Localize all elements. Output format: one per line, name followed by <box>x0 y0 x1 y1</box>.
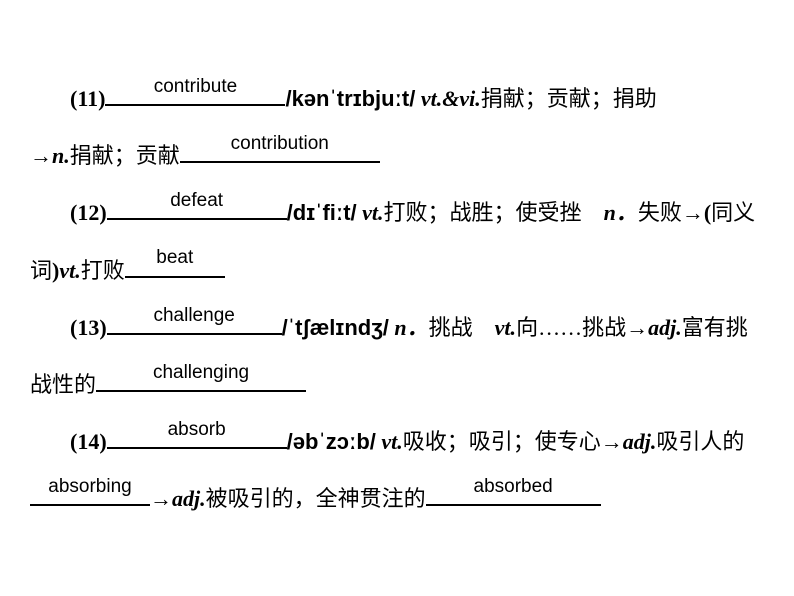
definition: 捐献；贡献 <box>70 143 180 168</box>
definition: 挑战 <box>429 315 495 340</box>
arrow: → <box>30 143 52 168</box>
pos: adj. <box>623 429 657 454</box>
pos: vt. <box>381 429 402 454</box>
answer: challenging <box>153 348 249 397</box>
blank: absorb <box>107 423 287 449</box>
blank: defeat <box>107 194 287 220</box>
pos: n． <box>394 315 428 340</box>
pos: n. <box>52 143 70 168</box>
definition: 吸收；吸引；使专心 <box>403 429 601 454</box>
entry-12: (12)defeat/dɪˈfiːt/ vt.打败；战胜；使受挫 n．失败→(同… <box>30 184 764 298</box>
arrow: → <box>626 315 648 340</box>
answer: absorbing <box>48 462 131 511</box>
entry-number: (11) <box>70 86 105 111</box>
pos: vt. <box>362 200 383 225</box>
entry-number: (14) <box>70 429 107 454</box>
pos: adj. <box>648 315 682 340</box>
pos: vt. <box>59 258 80 283</box>
blank: absorbing <box>30 480 150 506</box>
answer: absorb <box>168 405 226 454</box>
blank: contribute <box>105 80 285 106</box>
definition: 打败 <box>81 258 125 283</box>
answer: challenge <box>153 291 234 340</box>
blank: beat <box>125 251 225 277</box>
entry-number: (13) <box>70 315 107 340</box>
blank: contribution <box>180 137 380 163</box>
entry-14: (14)absorb/əbˈzɔːb/ vt.吸收；吸引；使专心→adj.吸引人… <box>30 413 764 527</box>
definition: 捐献；贡献；捐助 <box>481 86 657 111</box>
answer: contribute <box>154 62 237 111</box>
document-page: (11)contribute/kənˈtrɪbjuːt/ vt.&vi.捐献；贡… <box>0 0 794 528</box>
pos: vt.&vi. <box>421 86 481 111</box>
ipa: /ˈtʃælɪndʒ/ <box>282 315 389 340</box>
ipa: /əbˈzɔːb/ <box>287 429 376 454</box>
answer: absorbed <box>474 462 553 511</box>
ipa: /dɪˈfiːt/ <box>287 200 357 225</box>
pos: vt. <box>495 315 516 340</box>
blank: absorbed <box>426 480 601 506</box>
answer: defeat <box>170 176 223 225</box>
pos: n． <box>604 200 638 225</box>
definition: 被吸引的，全神贯注的 <box>206 486 426 511</box>
ipa: /kənˈtrɪbjuːt/ <box>285 86 415 111</box>
definition: 打败；战胜；使受挫 <box>384 200 604 225</box>
blank: challenging <box>96 366 306 392</box>
answer: contribution <box>231 119 329 168</box>
definition: 吸引人的 <box>656 429 744 454</box>
definition: 失败 <box>638 200 682 225</box>
blank: challenge <box>107 309 282 335</box>
arrow: → <box>150 486 172 511</box>
entry-number: (12) <box>70 200 107 225</box>
entry-13: (13)challenge/ˈtʃælɪndʒ/ n．挑战 vt.向……挑战→a… <box>30 299 764 413</box>
entry-11: (11)contribute/kənˈtrɪbjuːt/ vt.&vi.捐献；贡… <box>30 70 764 184</box>
answer: beat <box>156 233 193 282</box>
pos: adj. <box>172 486 206 511</box>
arrow: →( <box>682 200 711 225</box>
arrow: → <box>601 429 623 454</box>
definition: 向……挑战 <box>516 315 626 340</box>
